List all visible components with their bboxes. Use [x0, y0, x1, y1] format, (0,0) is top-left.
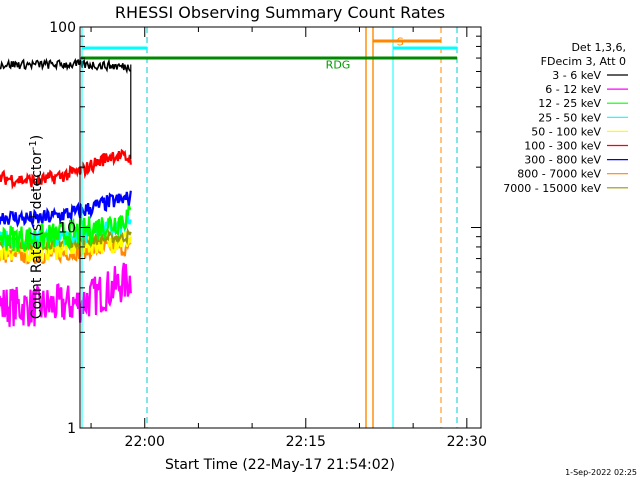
series-12-25keV: [0, 204, 132, 252]
legend-header-1: Det 1,3,6,: [571, 41, 626, 54]
timestamp: 1-Sep-2022 02:25: [565, 468, 637, 477]
series-6-12keV: [0, 262, 132, 327]
y-axis-label-tail: detector: [29, 150, 45, 214]
legend-label: 7000 - 15000 keV: [503, 182, 601, 195]
legend-label: 50 - 100 keV: [531, 125, 601, 138]
y-tick-label: 1: [67, 421, 76, 437]
legend-label: 3 - 6 keV: [552, 69, 601, 82]
y-axis-label: Count Rate (s-1 detector-1): [28, 135, 45, 319]
y-axis-label-exp: -1: [28, 214, 39, 224]
x-tick-label: 22:15: [286, 434, 326, 450]
legend-header-2: FDecim 3, Att 0: [541, 55, 626, 68]
y-tick-label: 10: [58, 221, 76, 237]
y-axis-label-main: Count Rate (s: [29, 224, 45, 319]
y-tick-label: 100: [49, 20, 76, 36]
y-axis-label-exp-2: -1: [28, 140, 39, 150]
legend-label: 6 - 12 keV: [545, 83, 601, 96]
y-axis: 1 10 100: [49, 20, 481, 437]
legend-label: 12 - 25 keV: [538, 97, 601, 110]
plot-frame: [79, 26, 482, 429]
legend-label: 800 - 7000 keV: [517, 168, 601, 181]
annotation-rdg: RDG: [326, 59, 351, 72]
legend-label: 25 - 50 keV: [538, 111, 601, 124]
legend-label: 300 - 800 keV: [524, 154, 601, 167]
plot-area: NSNRDG: [0, 27, 458, 428]
series-300-800keV: [0, 190, 132, 229]
x-axis: 22:00 22:15 22:30: [90, 27, 487, 450]
y-axis-label-close: ): [29, 135, 45, 140]
series-100-300keV: [0, 148, 132, 190]
chart-title: RHESSI Observing Summary Count Rates: [115, 3, 445, 22]
x-tick-label: 22:30: [447, 434, 487, 450]
x-tick-label: 22:00: [125, 434, 165, 450]
series-800-7000keV: [0, 238, 132, 265]
x-axis-label: Start Time (22-May-17 21:54:02): [165, 457, 395, 473]
legend-label: 100 - 300 keV: [524, 140, 601, 153]
series-3-6keV: [0, 57, 132, 75]
series-25-50keV: [0, 215, 132, 250]
annotation-s: S: [397, 35, 404, 48]
